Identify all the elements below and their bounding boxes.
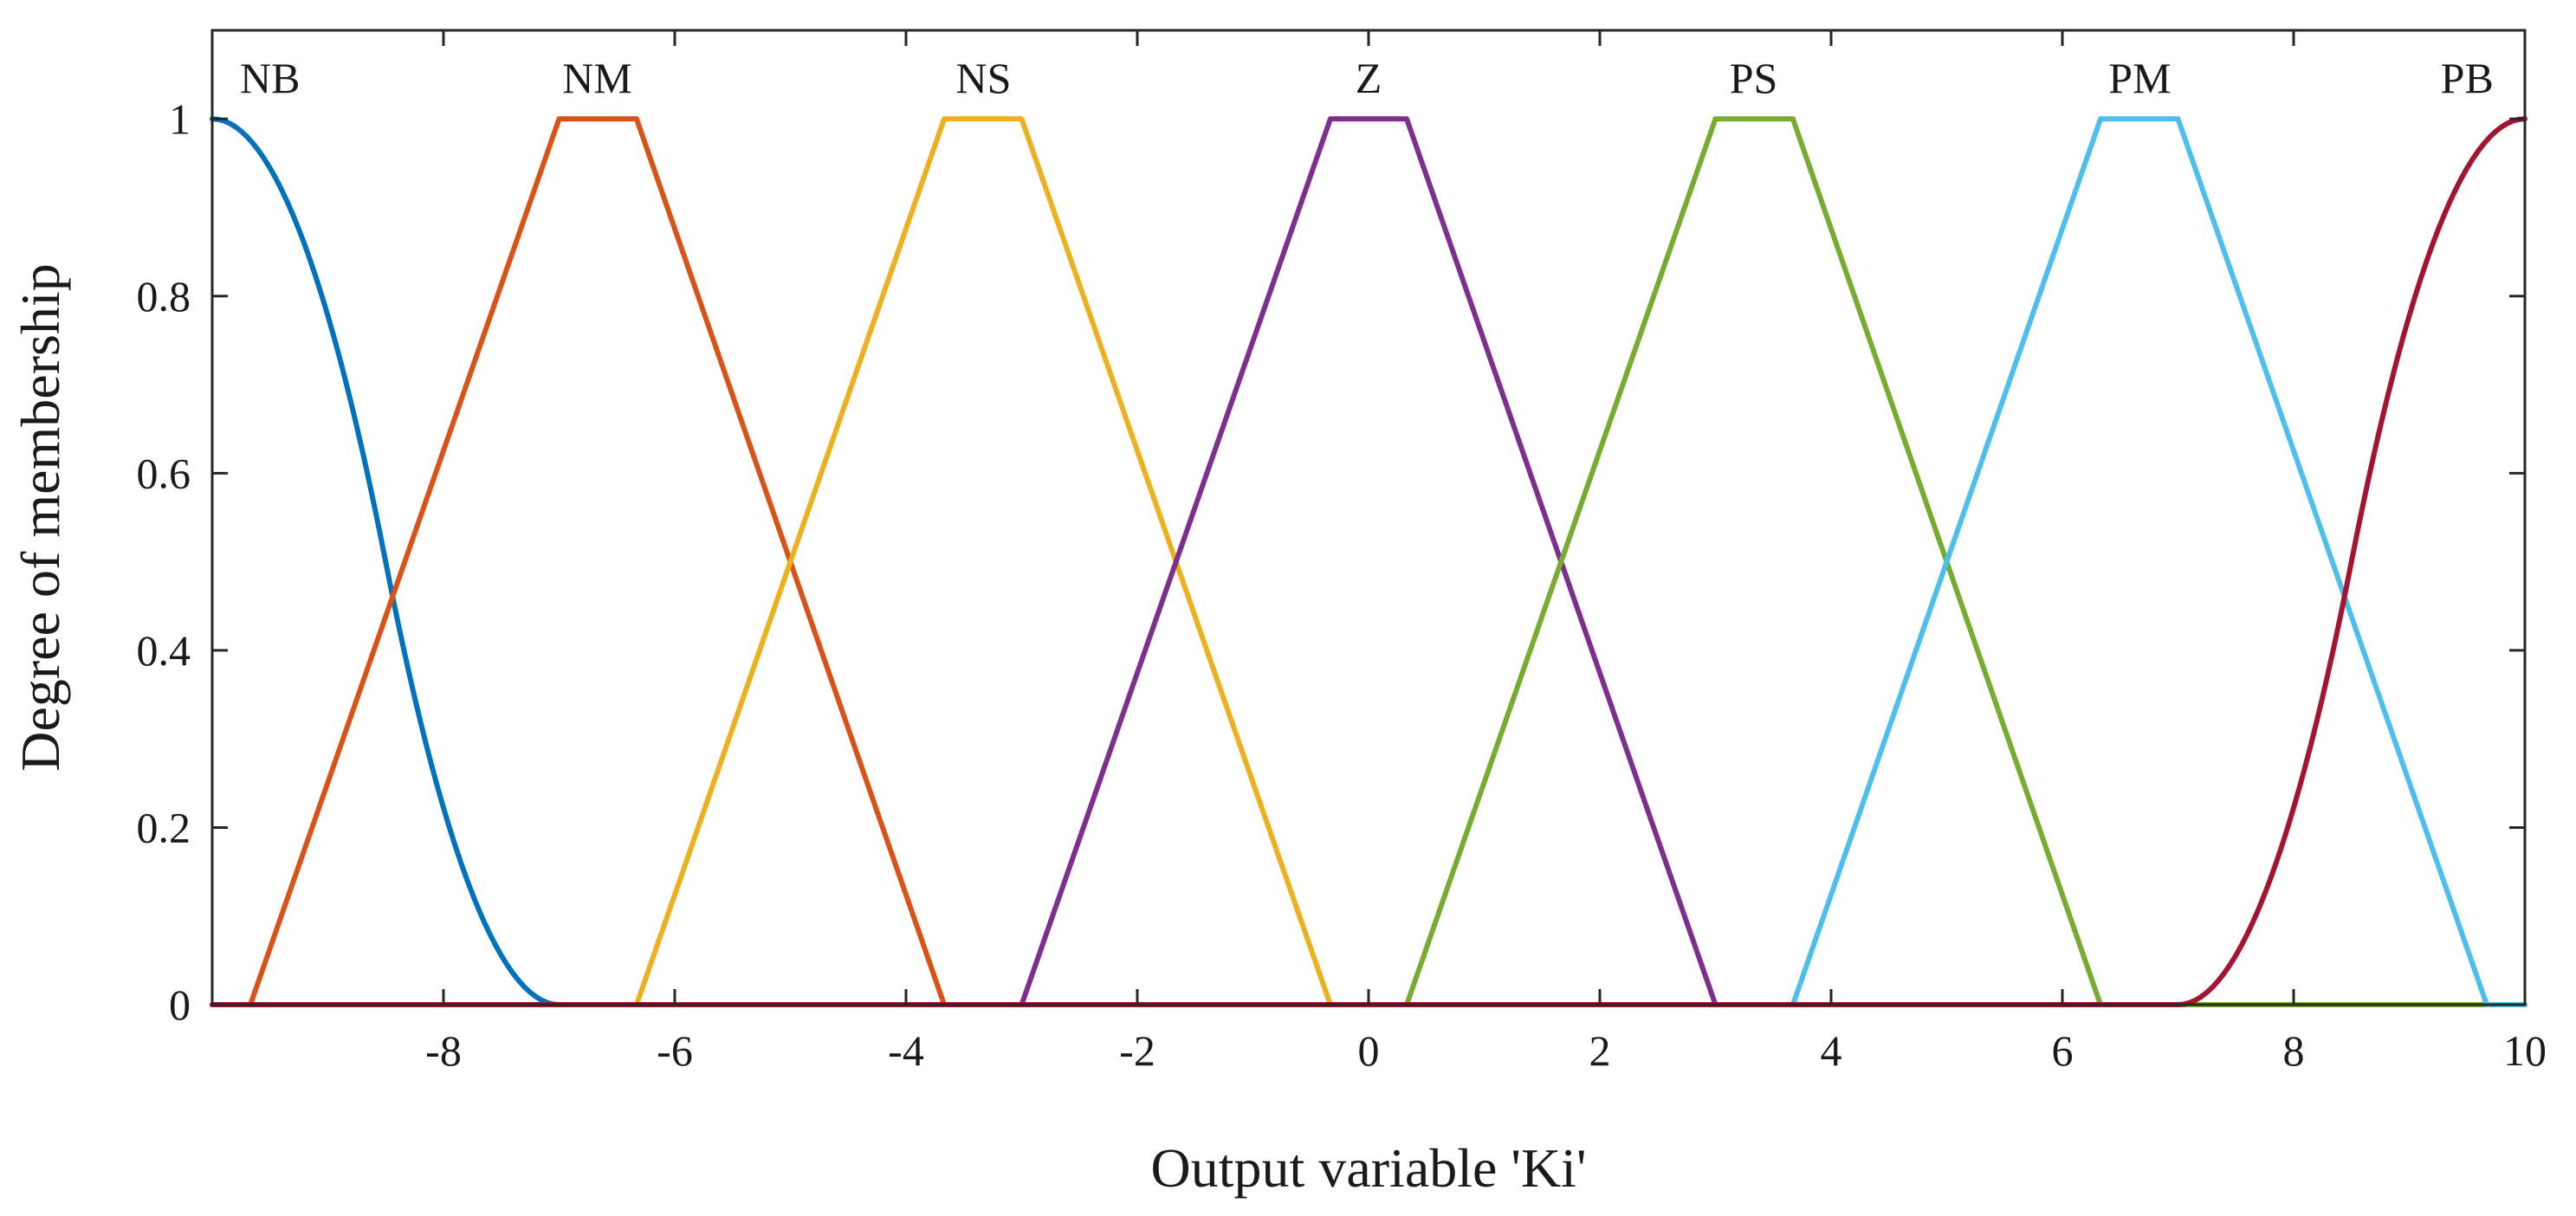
x-tick-label: 8 xyxy=(2283,1026,2305,1075)
x-tick-label: 2 xyxy=(1589,1026,1611,1075)
mf-label-nb: NB xyxy=(240,54,300,102)
x-tick-label: -4 xyxy=(888,1026,924,1075)
label-layer: NB NM NS Z PS PM PB xyxy=(240,54,2494,102)
mf-label-ns: NS xyxy=(955,54,1011,102)
mf-label-ps: PS xyxy=(1730,54,1778,102)
x-axis-title: Output variable 'Ki' xyxy=(1151,1137,1587,1199)
x-tick-label: -2 xyxy=(1119,1026,1155,1075)
mf-label-nm: NM xyxy=(562,54,632,102)
x-tick-label: -6 xyxy=(657,1026,693,1075)
x-tick-label: -8 xyxy=(425,1026,462,1075)
y-tick-label: 0.8 xyxy=(137,272,191,320)
y-axis-title: Degree of membership xyxy=(10,263,71,771)
y-tick-label: 1 xyxy=(169,94,191,143)
x-tick-label: 6 xyxy=(2052,1026,2074,1075)
x-tick-label: 0 xyxy=(1358,1026,1380,1075)
x-tick-label: 10 xyxy=(2503,1026,2547,1075)
y-tick-label: 0.6 xyxy=(137,449,191,497)
mf-label-z: Z xyxy=(1356,54,1382,102)
axes-layer: -8 -6 -4 -2 0 2 4 6 8 10 0 0.2 0.4 0.6 0.8 1 xyxy=(137,29,2547,1075)
x-tick-label: 4 xyxy=(1821,1026,1842,1075)
mf-label-pb: PB xyxy=(2441,54,2494,102)
mf-label-pm: PM xyxy=(2108,54,2171,102)
y-tick-label: 0.2 xyxy=(137,803,191,851)
y-tick-label: 0.4 xyxy=(137,626,191,675)
y-tick-label: 0 xyxy=(169,980,191,1029)
